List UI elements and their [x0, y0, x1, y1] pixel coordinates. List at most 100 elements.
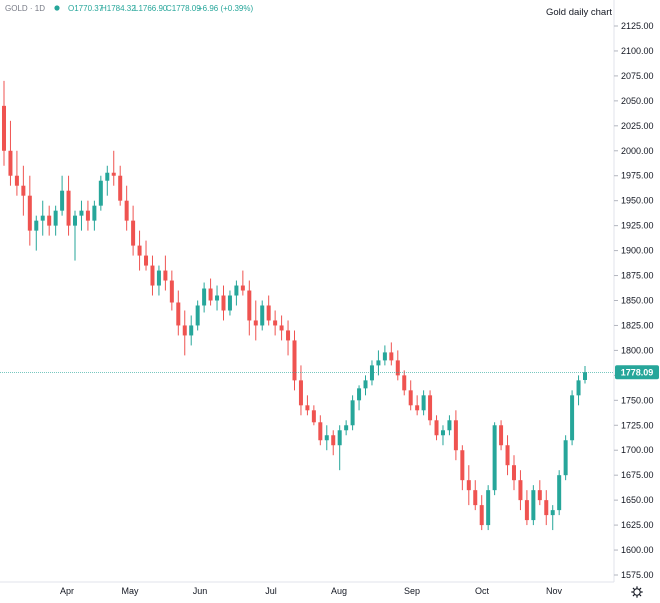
candle[interactable] [273, 310, 278, 336]
candle[interactable] [8, 120, 13, 186]
candle[interactable] [111, 150, 116, 186]
candle[interactable] [105, 165, 110, 196]
candle-body [53, 210, 58, 226]
candle[interactable] [156, 265, 161, 296]
candle[interactable] [195, 300, 200, 331]
candle[interactable] [460, 445, 465, 491]
candle[interactable] [557, 470, 562, 516]
candle[interactable] [311, 405, 316, 426]
candle[interactable] [337, 425, 342, 471]
candle[interactable] [182, 310, 187, 356]
candle[interactable] [305, 395, 310, 416]
settings-gear-icon[interactable] [631, 586, 643, 598]
candle[interactable] [318, 415, 323, 446]
candle-body [240, 285, 245, 291]
candle[interactable] [227, 290, 232, 316]
candle[interactable] [221, 285, 226, 321]
candle[interactable] [344, 420, 349, 436]
candle[interactable] [202, 282, 207, 313]
candle[interactable] [576, 375, 581, 406]
candle[interactable] [60, 175, 65, 216]
candle[interactable] [47, 205, 52, 236]
candle[interactable] [389, 342, 394, 366]
candle[interactable] [286, 320, 291, 356]
candle[interactable] [169, 270, 174, 311]
candle[interactable] [453, 410, 458, 461]
candle[interactable] [53, 205, 58, 236]
candle[interactable] [537, 480, 542, 506]
candle-body [440, 430, 445, 436]
candle[interactable] [260, 300, 265, 331]
candle[interactable] [79, 200, 84, 231]
candle[interactable] [447, 415, 452, 436]
candle[interactable] [357, 385, 362, 411]
candle[interactable] [582, 366, 588, 384]
candle[interactable] [518, 470, 523, 511]
candle[interactable] [131, 205, 136, 256]
candle[interactable] [247, 280, 252, 336]
candle[interactable] [511, 455, 516, 491]
candle[interactable] [279, 315, 284, 341]
candle[interactable] [1, 80, 7, 166]
candle[interactable] [486, 485, 491, 531]
candle[interactable] [137, 230, 142, 271]
candle[interactable] [40, 200, 45, 236]
candle[interactable] [298, 365, 303, 416]
candle[interactable] [382, 345, 387, 366]
candle[interactable] [376, 350, 381, 376]
candle[interactable] [473, 480, 478, 511]
candle[interactable] [415, 395, 420, 416]
candle[interactable] [144, 240, 149, 271]
candle[interactable] [266, 295, 271, 326]
price-axis[interactable]: 1575.00 1600.00 1625.00 1650.00 1675.00 1700.… [614, 21, 654, 580]
candle[interactable] [292, 330, 297, 391]
candle[interactable] [124, 185, 129, 231]
candle[interactable] [27, 175, 32, 246]
candle[interactable] [176, 290, 181, 336]
candle[interactable] [395, 350, 400, 381]
candle[interactable] [531, 485, 536, 526]
candle[interactable] [369, 360, 374, 386]
candle[interactable] [21, 165, 26, 216]
candle[interactable] [98, 175, 103, 211]
time-tick-label: May [121, 586, 139, 596]
candle[interactable] [215, 285, 220, 311]
candle[interactable] [14, 150, 19, 196]
candle[interactable] [150, 255, 155, 296]
candle[interactable] [524, 490, 529, 526]
candle[interactable] [428, 390, 433, 426]
candle[interactable] [408, 380, 413, 411]
candle[interactable] [550, 505, 555, 531]
candle[interactable] [34, 215, 39, 251]
candle[interactable] [66, 175, 71, 236]
candle[interactable] [234, 280, 239, 306]
candle[interactable] [92, 200, 97, 231]
candle[interactable] [350, 395, 355, 431]
time-axis[interactable]: Apr May Jun Jul Aug Sep Oct Nov [60, 586, 563, 596]
candle[interactable] [363, 375, 368, 396]
candle[interactable] [499, 420, 504, 451]
candle[interactable] [402, 370, 407, 396]
candle[interactable] [440, 425, 445, 446]
candle[interactable] [324, 425, 329, 451]
candle[interactable] [331, 430, 336, 456]
candle[interactable] [163, 255, 168, 291]
candle[interactable] [434, 415, 439, 441]
candle[interactable] [85, 200, 90, 231]
candle[interactable] [253, 300, 258, 341]
candle[interactable] [563, 435, 568, 481]
candle[interactable] [208, 278, 213, 306]
candle[interactable] [505, 435, 510, 476]
candle[interactable] [118, 165, 123, 206]
candle[interactable] [73, 210, 78, 261]
candle-body [505, 445, 510, 466]
candle[interactable] [492, 422, 497, 496]
candle[interactable] [421, 390, 426, 416]
candle[interactable] [570, 390, 575, 446]
candle[interactable] [189, 315, 194, 346]
candle[interactable] [466, 465, 471, 506]
candle[interactable] [544, 490, 549, 526]
candle[interactable] [240, 270, 245, 296]
candle[interactable] [479, 495, 484, 531]
